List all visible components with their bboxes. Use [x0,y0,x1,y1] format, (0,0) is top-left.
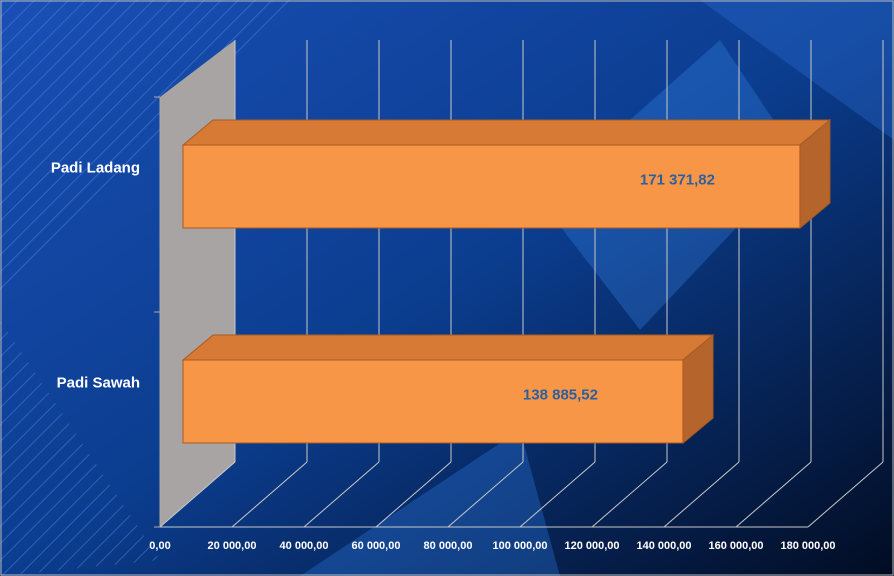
decor [520,0,894,140]
bar-top [181,119,832,146]
bar [182,359,684,444]
value-label: 171 371,82 [640,171,715,188]
bar-top [181,334,715,361]
floor-line [591,461,668,528]
x-tick-label: 60 000,00 [352,540,401,552]
decor [300,430,560,576]
floor-line [375,461,452,528]
x-tick-label: 0,00 [149,540,170,552]
x-tick-label: 100 000,00 [492,540,547,552]
value-label: 138 885,52 [523,386,598,403]
floor-line [231,461,308,528]
x-tick-label: 160 000,00 [708,540,763,552]
side-wall [160,40,235,527]
floor-line [519,461,596,528]
x-tick-label: 120 000,00 [564,540,619,552]
floor-line [735,461,812,528]
floor-line [807,461,884,528]
x-tick-label: 20 000,00 [208,540,257,552]
floor-line [303,461,380,528]
x-tick-label: 180 000,00 [780,540,835,552]
x-tick-label: 80 000,00 [424,540,473,552]
category-label: Padi Ladang [51,159,140,176]
floor-line [159,461,236,528]
bar [182,144,801,229]
floor-line [447,461,524,528]
decor [0,320,160,576]
floor-line [663,461,740,528]
x-tick-label: 40 000,00 [280,540,329,552]
x-tick-label: 140 000,00 [636,540,691,552]
category-label: Padi Sawah [57,374,140,391]
